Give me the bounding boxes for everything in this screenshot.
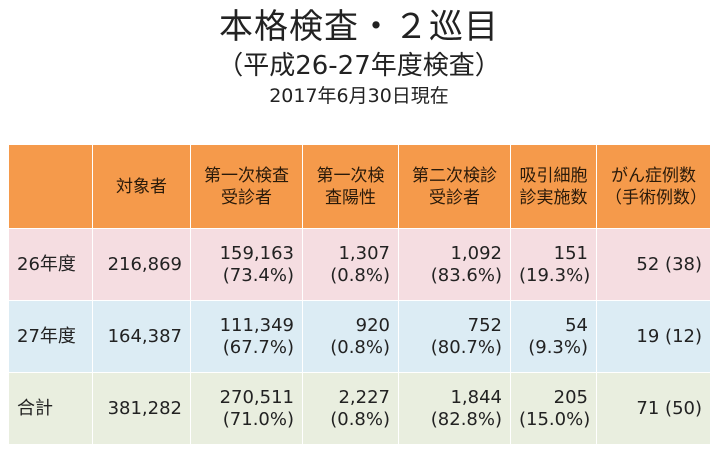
cell-secondary-examinees: 1,844 (82.8%) [398, 372, 511, 445]
cell-value: 71 (50) [636, 397, 702, 419]
cell-aspiration-cytology: 151 (19.3%) [510, 228, 597, 301]
cell-percent: (0.8%) [330, 336, 390, 358]
cell-percent: (9.3%) [528, 336, 588, 358]
table-row: 合計 381,282 270,511 (71.0%) 2,227 (0.8%) 1,… [8, 372, 711, 445]
cell-percent: (73.4%) [222, 264, 294, 286]
cell-target-persons: 216,869 [92, 228, 191, 301]
cell-cancer-cases: 19 (12) [596, 300, 711, 373]
cell-primary-positive: 920 (0.8%) [302, 300, 399, 373]
cell-percent: (19.3%) [519, 264, 591, 286]
header-aspiration-cytology: 吸引細胞 診実施数 [510, 144, 597, 229]
cell-aspiration-cytology: 205 (15.0%) [510, 372, 597, 445]
cell-value: 270,511 [219, 386, 294, 408]
cell-percent: (0.8%) [330, 264, 390, 286]
cell-value: 381,282 [107, 397, 182, 419]
cell-value: 19 (12) [636, 325, 702, 347]
header-row-label [8, 144, 93, 229]
page-subtitle: （平成26-27年度検査） [217, 51, 501, 81]
table-row: 27年度 164,387 111,349 (67.7%) 920 (0.8%) 75… [8, 300, 711, 373]
cell-percent: (67.7%) [222, 336, 294, 358]
cell-percent: (71.0%) [222, 408, 294, 430]
row-label: 26年度 [8, 228, 93, 301]
cell-aspiration-cytology: 54 (9.3%) [510, 300, 597, 373]
header-cancer-cases: がん症例数 （手術例数） [596, 144, 711, 229]
cell-value: 1,092 [450, 242, 502, 264]
cell-value: 111,349 [219, 314, 294, 336]
cell-primary-examinees: 270,511 (71.0%) [190, 372, 303, 445]
table-header-row: 対象者 第一次検査 受診者 第一次検 査陽性 第二次検診 受診者 吸引細胞 診実… [8, 144, 711, 229]
screening-results-table: 対象者 第一次検査 受診者 第一次検 査陽性 第二次検診 受診者 吸引細胞 診実… [8, 144, 711, 445]
header-secondary-examinees: 第二次検診 受診者 [398, 144, 511, 229]
cell-value: 205 [553, 386, 588, 408]
cell-value: 54 [565, 314, 588, 336]
cell-value: 1,844 [450, 386, 502, 408]
cell-cancer-cases: 52 (38) [596, 228, 711, 301]
header-primary-positive: 第一次検 査陽性 [302, 144, 399, 229]
cell-primary-positive: 1,307 (0.8%) [302, 228, 399, 301]
cell-percent: (80.7%) [430, 336, 502, 358]
cell-target-persons: 381,282 [92, 372, 191, 445]
cell-value: 52 (38) [636, 253, 702, 275]
page-title: 本格検査・２巡目 [219, 7, 499, 47]
cell-secondary-examinees: 1,092 (83.6%) [398, 228, 511, 301]
cell-percent: (15.0%) [519, 408, 591, 430]
cell-value: 151 [553, 242, 588, 264]
header-target-persons: 対象者 [92, 144, 191, 229]
cell-value: 2,227 [338, 386, 390, 408]
as-of-date: 2017年6月30日現在 [269, 85, 449, 107]
table-row: 26年度 216,869 159,163 (73.4%) 1,307 (0.8%) … [8, 228, 711, 301]
cell-value: 164,387 [107, 325, 182, 347]
cell-percent: (82.8%) [430, 408, 502, 430]
cell-value: 159,163 [219, 242, 294, 264]
header-primary-examinees: 第一次検査 受診者 [190, 144, 303, 229]
cell-cancer-cases: 71 (50) [596, 372, 711, 445]
cell-percent: (83.6%) [430, 264, 502, 286]
cell-percent: (0.8%) [330, 408, 390, 430]
cell-primary-examinees: 111,349 (67.7%) [190, 300, 303, 373]
cell-value: 1,307 [338, 242, 390, 264]
row-label: 27年度 [8, 300, 93, 373]
cell-value: 752 [467, 314, 502, 336]
cell-target-persons: 164,387 [92, 300, 191, 373]
cell-value: 216,869 [107, 253, 182, 275]
cell-secondary-examinees: 752 (80.7%) [398, 300, 511, 373]
cell-primary-positive: 2,227 (0.8%) [302, 372, 399, 445]
row-label: 合計 [8, 372, 93, 445]
cell-value: 920 [355, 314, 390, 336]
cell-primary-examinees: 159,163 (73.4%) [190, 228, 303, 301]
